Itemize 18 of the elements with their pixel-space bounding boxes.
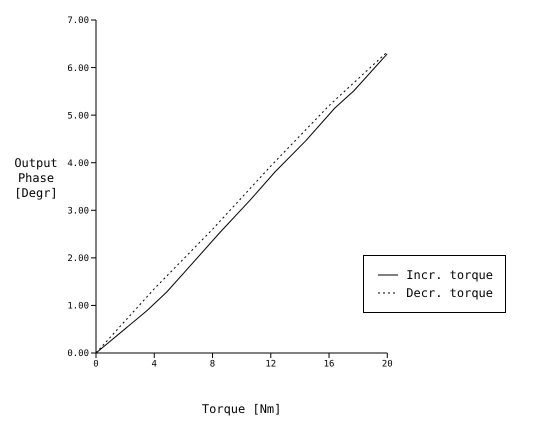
y-tick-label: 0.00 xyxy=(67,349,89,360)
y-axis-title: Output Phase [Degr] xyxy=(13,156,59,201)
x-tick-label: 20 xyxy=(382,359,393,370)
y-tick-label: 3.00 xyxy=(67,206,89,216)
legend-label: Decr. torque xyxy=(406,286,493,300)
y-tick-label: 4.00 xyxy=(67,158,89,169)
y-tick-label: 5.00 xyxy=(67,111,89,122)
y-tick-label: 1.00 xyxy=(67,302,89,312)
y-tick-label: 2.00 xyxy=(67,254,89,264)
x-axis-title: Torque [Nm] xyxy=(202,402,282,416)
y-tick-label: 7.00 xyxy=(67,16,89,26)
x-tick-label: 0 xyxy=(93,359,99,370)
x-tick-label: 16 xyxy=(324,359,334,370)
x-tick-label: 12 xyxy=(265,359,276,370)
x-tick-label: 8 xyxy=(210,359,216,370)
y-tick-label: 6.00 xyxy=(67,64,89,74)
x-tick-label: 4 xyxy=(152,359,157,370)
legend-label: Incr. torque xyxy=(406,268,493,282)
